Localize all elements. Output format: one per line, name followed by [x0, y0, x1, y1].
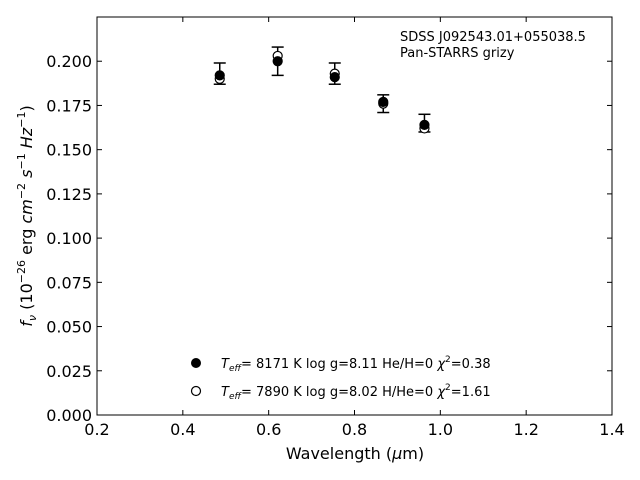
- data-points: [214, 50, 430, 134]
- y-tick-label: 0.200: [46, 52, 92, 71]
- annotation-line-2: Pan-STARRS grizy: [400, 46, 515, 61]
- y-tick-label: 0.075: [46, 273, 92, 292]
- y-axis-label: fν (10−26 erg cm−2 s−1 Hz−1): [15, 105, 39, 326]
- model-point-filled: [378, 96, 389, 108]
- model-point-filled: [329, 72, 340, 83]
- y-tick-label: 0.125: [46, 185, 92, 204]
- legend-entry-1: Teff= 8171 K log g=8.11 He/H=0 χ2=0.38: [221, 355, 491, 374]
- model-point-filled: [272, 56, 283, 67]
- x-tick-label: 1.2: [513, 420, 538, 439]
- y-tick-label: 0.100: [46, 229, 92, 248]
- legend: Teff= 8171 K log g=8.11 He/H=0 χ2=0.38 T…: [190, 355, 491, 402]
- error-bars: [213, 46, 431, 133]
- axis-ticks: 0.2 0.4 0.6 0.8 1.0 1.2 1.4 0.000 0.025 0.050 0.07…: [46, 17, 625, 439]
- y-tick-label: 0.050: [46, 318, 92, 337]
- model-point-filled: [214, 70, 225, 81]
- model-point-filled: [419, 119, 430, 131]
- y-tick-label: 0.000: [46, 406, 92, 425]
- annotation-line-1: SDSS J092543.01+055038.5: [400, 30, 586, 45]
- x-axis-label: Wavelength (μm): [286, 444, 424, 463]
- y-tick-label: 0.175: [46, 96, 92, 115]
- y-tick-label: 0.150: [46, 141, 92, 160]
- x-tick-label: 1.4: [599, 420, 624, 439]
- x-tick-label: 0.4: [170, 420, 195, 439]
- x-tick-label: 0.2: [84, 420, 109, 439]
- x-tick-label: 0.6: [256, 420, 281, 439]
- legend-marker-open: [190, 385, 202, 397]
- x-tick-label: 0.8: [342, 420, 367, 439]
- y-tick-label: 0.025: [46, 362, 92, 381]
- plot-area-frame: [96, 16, 613, 416]
- legend-marker-filled: [191, 358, 201, 368]
- legend-entry-2: Teff= 7890 K log g=8.02 H/He=0 χ2=1.61: [221, 383, 491, 402]
- x-tick-label: 1.0: [428, 420, 453, 439]
